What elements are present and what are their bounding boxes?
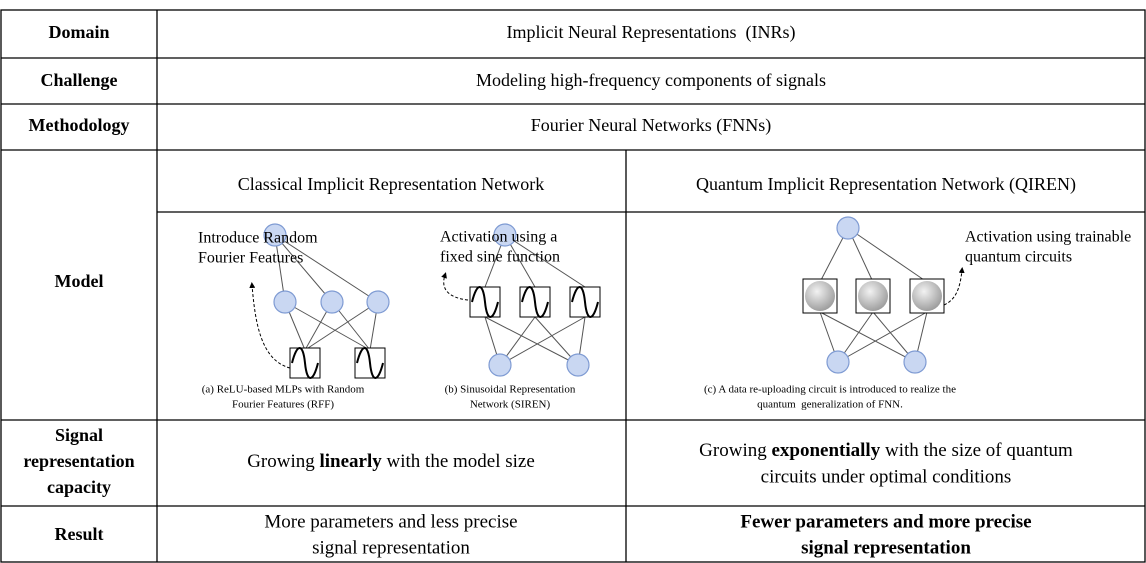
caption: quantum generalization of FNN. — [757, 399, 903, 411]
column-title: Quantum Implicit Representation Network … — [696, 174, 1076, 195]
text-segment: with the size of quantum — [880, 440, 1073, 461]
text-segment: Growing — [247, 451, 319, 472]
row-label: capacity — [47, 477, 111, 497]
annotation: Introduce Random — [198, 230, 318, 247]
row-label: Challenge — [40, 70, 117, 90]
caption: (a) ReLU-based MLPs with Random — [202, 384, 365, 396]
cell-text: More parameters and less precise — [264, 511, 517, 532]
annotation: quantum circuits — [965, 249, 1072, 266]
annotation: fixed sine function — [440, 249, 560, 266]
cell-text: signal representation — [801, 537, 971, 558]
row-label: Result — [55, 524, 104, 544]
caption: (b) Sinusoidal Representation — [445, 384, 576, 396]
caption: Fourier Features (RFF) — [232, 399, 334, 411]
row-label: Domain — [48, 22, 109, 42]
text-segment: Growing — [699, 440, 771, 461]
cell-text: Fewer parameters and more precise — [740, 511, 1031, 532]
annotation: Fourier Features — [198, 250, 303, 267]
cell-text: Growing exponentially with the size of q… — [699, 440, 1073, 461]
annotation: Activation using a — [440, 229, 557, 246]
cell-text: Modeling high-frequency components of si… — [476, 70, 826, 90]
emphasis: linearly — [320, 451, 383, 472]
emphasis: exponentially — [771, 440, 880, 461]
cell-text: Fourier Neural Networks (FNNs) — [531, 115, 771, 136]
row-label: Signal — [55, 425, 103, 445]
rff-diagram — [249, 223, 390, 379]
cell-text: Implicit Neural Representations (INRs) — [507, 22, 796, 43]
cell-text: circuits under optimal conditions — [761, 466, 1012, 487]
row-label: Model — [55, 271, 104, 291]
annotation: Activation using trainable — [965, 229, 1131, 246]
row-label: representation — [23, 451, 134, 471]
siren-diagram — [441, 223, 601, 377]
row-label: Methodology — [29, 115, 130, 135]
cell-text: Growing linearly with the model size — [247, 451, 535, 472]
cell-text: signal representation — [312, 537, 470, 558]
column-title: Classical Implicit Representation Networ… — [238, 174, 544, 194]
text-segment: with the model size — [382, 451, 535, 472]
caption: Network (SIREN) — [470, 399, 551, 411]
grid — [0, 9, 1146, 563]
qiren-diagram — [802, 216, 965, 374]
caption: (c) A data re-uploading circuit is intro… — [704, 384, 956, 396]
